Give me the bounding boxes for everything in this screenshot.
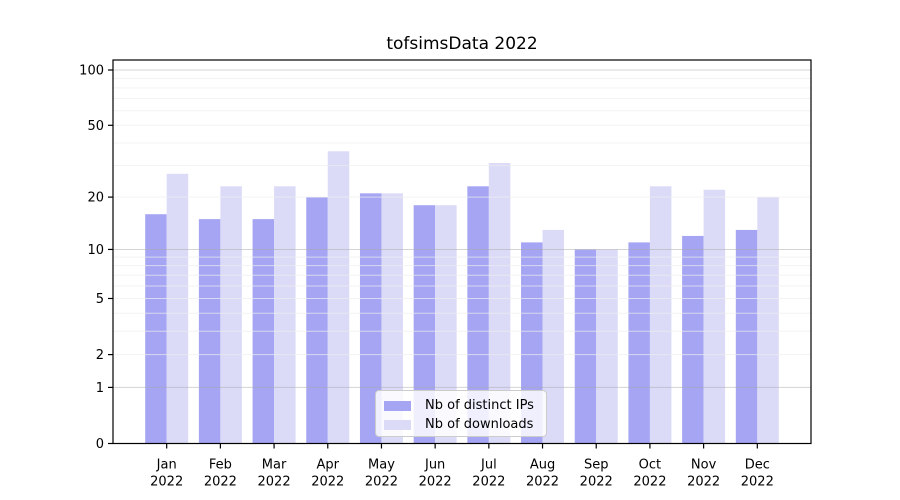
bar-ips-Oct — [628, 242, 650, 444]
bar-ips-Nov — [682, 235, 704, 444]
legend: Nb of distinct IPs Nb of downloads — [375, 390, 547, 437]
x-tick-label-year: 2022 — [258, 475, 291, 490]
chart-title: tofsimsData 2022 — [386, 34, 538, 54]
bar-downloads-Jun — [435, 205, 457, 444]
x-tick-label-year: 2022 — [150, 475, 183, 490]
bar-downloads-Mar — [274, 186, 296, 444]
y-tick-label: 20 — [87, 191, 104, 206]
x-tick-label-year: 2022 — [419, 475, 452, 490]
bar-downloads-Feb — [220, 186, 242, 444]
bar-downloads-Aug — [542, 229, 565, 444]
y-tick-label: 1 — [96, 381, 104, 396]
x-tick-label-month: Mar — [262, 458, 287, 473]
x-tick-label-year: 2022 — [472, 475, 505, 490]
x-tick-label-month: Nov — [691, 458, 717, 473]
x-tick-label-month: Jun — [424, 458, 445, 473]
x-tick-label-month: Apr — [317, 458, 340, 473]
x-tick-label-year: 2022 — [741, 475, 774, 490]
plot-border — [112, 59, 812, 445]
x-tick-label-month: Dec — [745, 458, 770, 473]
bar-downloads-Dec — [757, 197, 779, 444]
y-tick-label: 0 — [96, 437, 104, 452]
legend-label-distinct-ips: Nb of distinct IPs — [425, 398, 534, 413]
x-tick-label-month: Sep — [584, 458, 609, 473]
y-tick-label: 10 — [87, 243, 104, 258]
bar-ips-Sep — [574, 249, 597, 444]
bar-downloads-May — [381, 193, 403, 444]
x-tick-label-month: May — [368, 458, 395, 473]
y-tick-label: 100 — [79, 64, 104, 79]
x-tick-label-year: 2022 — [633, 475, 666, 490]
x-tick-label-year: 2022 — [311, 475, 344, 490]
x-tick-label-month: Oct — [639, 458, 661, 473]
x-tick-label-year: 2022 — [365, 475, 398, 490]
bar-ips-Jan — [145, 214, 167, 444]
bar-ips-Apr — [306, 197, 328, 444]
x-tick-label-year: 2022 — [580, 475, 613, 490]
x-tick-label-year: 2022 — [526, 475, 559, 490]
x-tick-label-month: Jan — [156, 458, 177, 473]
x-tick-label-month: Aug — [530, 458, 555, 473]
bar-downloads-Oct — [649, 186, 672, 444]
legend-row-downloads: Nb of downloads — [384, 415, 546, 434]
y-tick-label: 50 — [87, 119, 104, 134]
bar-downloads-Apr — [327, 151, 350, 444]
x-tick-label-year: 2022 — [687, 475, 720, 490]
x-tick-label-month: Jul — [480, 458, 497, 473]
bar-ips-May — [359, 193, 382, 444]
legend-row-distinct-ips: Nb of distinct IPs — [384, 396, 546, 415]
legend-swatch-distinct-ips — [384, 400, 411, 411]
legend-swatch-downloads — [384, 419, 411, 430]
bar-downloads-Sep — [596, 249, 618, 444]
bar-downloads-Nov — [703, 189, 726, 444]
x-tick-label-month: Feb — [209, 458, 232, 473]
bar-ips-Jun — [413, 205, 436, 444]
legend-label-downloads: Nb of downloads — [425, 417, 534, 432]
bar-downloads-Jan — [166, 173, 189, 444]
bar-ips-Jul — [467, 186, 489, 444]
bar-downloads-Jul — [488, 163, 511, 444]
y-tick-label: 5 — [96, 292, 104, 307]
x-tick-label-year: 2022 — [204, 475, 237, 490]
bar-ips-Dec — [735, 229, 758, 444]
y-tick-label: 2 — [96, 348, 104, 363]
